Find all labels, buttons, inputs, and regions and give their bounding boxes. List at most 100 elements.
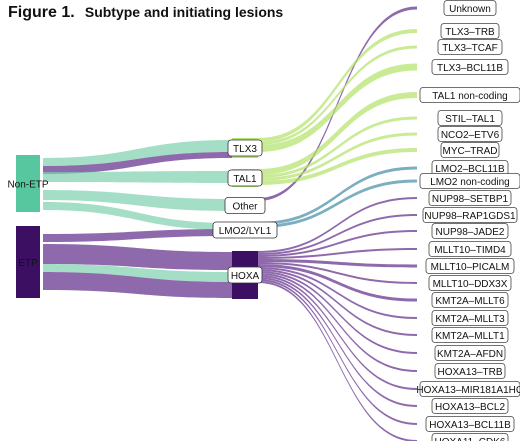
link-hoxa-20	[258, 273, 417, 372]
node-lmo2-bcl11b: LMO2–BCL11B	[431, 160, 509, 176]
node-label: Unknown	[449, 4, 491, 15]
node-label-etp: ETP	[18, 258, 38, 269]
link-etp-hoxa	[43, 244, 232, 270]
node-label-box	[431, 327, 509, 343]
node-tlx3-tcaf: TLX3–TCAF	[437, 39, 503, 55]
node-hoxa13-mir181a1hg: HOXA13–MIR181A1HG	[416, 381, 520, 397]
node-label-box	[419, 173, 520, 189]
node-mllt10-ddx3x: MLLT10–DDX3X	[428, 275, 512, 291]
node-label-box-other	[224, 197, 266, 214]
node-label: HOXA13–TRB	[437, 367, 502, 378]
link-hoxa-10	[258, 197, 417, 253]
node-label: STIL–TAL1	[445, 114, 495, 125]
link-lmo2-8	[258, 166, 417, 225]
link-nonetp-tal1	[43, 171, 232, 183]
link-hoxa-23	[258, 279, 417, 425]
node-label-box	[419, 87, 520, 103]
node-label-box-tal1	[227, 169, 263, 187]
node-label-box	[428, 190, 512, 206]
node-lmo2-non-coding: LMO2 non-coding	[419, 173, 520, 189]
node-label-box	[431, 223, 509, 239]
node-label-box	[422, 207, 518, 223]
node-label: MLLT10–DDX3X	[433, 279, 508, 290]
node-label-box	[431, 310, 509, 326]
link-nonetp-hoxa	[43, 264, 232, 282]
node-label: LMO2 non-coding	[430, 177, 510, 188]
node-mllt10-timd4: MLLT10–TIMD4	[428, 241, 512, 257]
flow-nodes: Non-ETP ETP TLX3 TAL1 Other LMO2/LYL1 HOXA Unkn…	[7, 0, 520, 441]
node-label-box	[437, 39, 503, 55]
node-label-lmo2: LMO2/LYL1	[219, 226, 272, 237]
link-hoxa-17	[258, 267, 417, 319]
link-nonetp-tlx3	[43, 140, 232, 166]
link-etp-lmo2	[43, 229, 232, 242]
node-label: KMT2A–MLLT1	[435, 331, 505, 342]
node-label-non-etp: Non-ETP	[7, 180, 48, 191]
node-label: TLX3–TRB	[445, 27, 495, 38]
node-kmt2a-mllt3: KMT2A–MLLT3	[431, 310, 509, 326]
node-label: NUP98–SETBP1	[432, 194, 509, 205]
link-hoxa-12	[258, 230, 417, 257]
link-hoxa-16	[258, 264, 417, 302]
link-tal1-6	[258, 132, 417, 181]
link-hoxa-13	[258, 248, 417, 259]
node-label-box	[425, 416, 515, 432]
node-tlx3-bcl11b: TLX3–BCL11B	[431, 59, 509, 75]
node-label-other: Other	[232, 202, 258, 213]
node-label: KMT2A–AFDN	[437, 349, 503, 360]
figure-title: Figure 1. Subtype and initiating lesions	[8, 4, 283, 22]
node-etp	[16, 226, 40, 298]
node-label: LMO2–BCL11B	[435, 164, 505, 175]
link-hoxa-11	[258, 214, 417, 255]
node-label-hoxa: HOXA	[231, 271, 260, 282]
link-tlx3-1	[258, 29, 417, 142]
node-kmt2a-mllt6: KMT2A–MLLT6	[431, 292, 509, 308]
link-lmo2-9	[258, 179, 417, 228]
node-kmt2a-afdn: KMT2A–AFDN	[434, 345, 506, 361]
link-etp-tlx3	[43, 152, 232, 174]
link-tal1-7	[258, 148, 417, 185]
node-label: MLLT10–TIMD4	[434, 245, 506, 256]
node-kmt2a-mllt1: KMT2A–MLLT1	[431, 327, 509, 343]
node-label-box	[437, 126, 503, 142]
node-label-box-lmo2	[212, 221, 278, 239]
node-label-tlx3: TLX3	[233, 144, 257, 155]
node-stil-tal1: STIL–TAL1	[437, 110, 503, 126]
link-nonetp-lmo2	[43, 202, 232, 230]
node-label-box-hoxa	[227, 266, 263, 284]
flow-links	[43, 6, 417, 441]
node-non-etp	[16, 155, 40, 212]
node-label-box	[443, 0, 497, 16]
node-label: HOXA11–CDK6	[435, 437, 506, 441]
node-label-box	[431, 398, 509, 414]
node-label: NUP98–RAP1GDS1	[424, 211, 516, 222]
link-hoxa-15	[258, 262, 417, 284]
link-hoxa-19	[258, 271, 417, 354]
node-hoxa13-bcl2: HOXA13–BCL2	[431, 398, 509, 414]
link-hoxa-21	[258, 275, 417, 390]
link-tal1-4	[258, 92, 417, 175]
link-nonetp-other	[43, 190, 232, 211]
node-label-box	[434, 363, 506, 379]
node-label: MLLT10–PICALM	[431, 262, 510, 273]
node-tal1-non-coding: TAL1 non-coding	[419, 87, 520, 103]
link-hoxa-24	[258, 281, 417, 441]
node-label: MYC–TRAD	[442, 146, 497, 157]
node-label-box	[440, 142, 500, 158]
node-label-box-tlx3	[227, 139, 263, 157]
node-label-box	[419, 381, 520, 397]
node-mllt10-picalm: MLLT10–PICALM	[425, 258, 515, 274]
node-label-box	[431, 59, 509, 75]
node-label: HOXA13–MIR181A1HG	[416, 385, 520, 396]
link-tal1-5	[258, 116, 417, 178]
node-nup98-jade2: NUP98–JADE2	[431, 223, 509, 239]
node-label-box	[428, 275, 512, 291]
node-label: TLX3–TCAF	[442, 43, 498, 54]
node-tlx3-trb: TLX3–TRB	[440, 23, 500, 39]
link-hoxa-14	[258, 259, 417, 268]
node-nco2-etv6: NCO2–ETV6	[437, 126, 503, 142]
node-label-box	[431, 292, 509, 308]
link-etp-hoxa-2	[43, 272, 232, 298]
node-hoxa13-bcl11b: HOXA13–BCL11B	[425, 416, 515, 432]
